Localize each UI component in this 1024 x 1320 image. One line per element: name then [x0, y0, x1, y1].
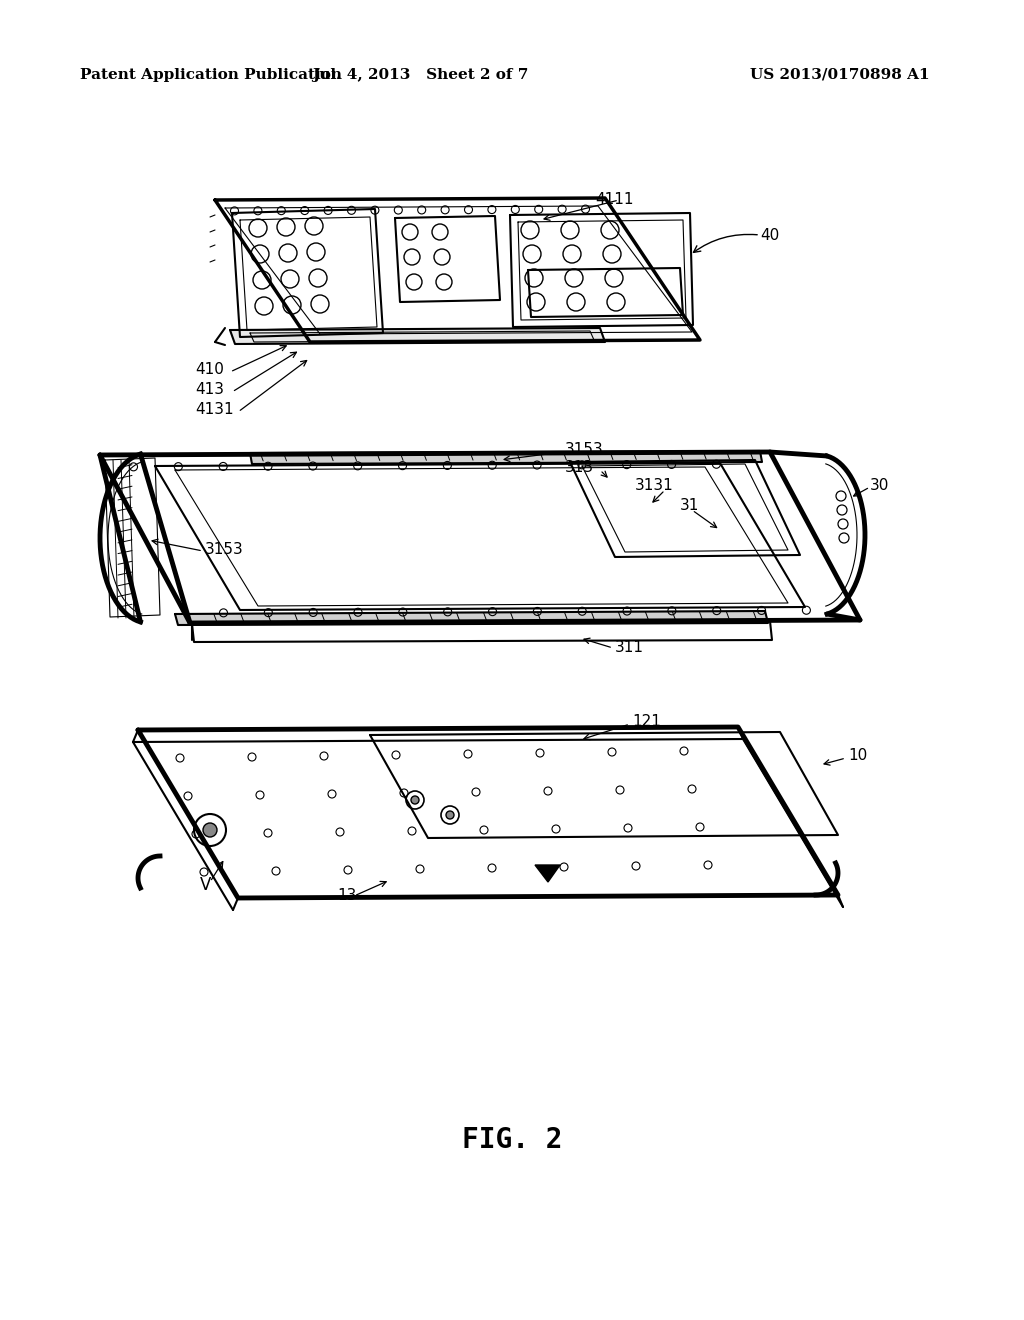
Text: V: V	[200, 876, 211, 894]
Text: Patent Application Publication: Patent Application Publication	[80, 69, 342, 82]
Text: 3153: 3153	[205, 543, 244, 557]
Circle shape	[203, 822, 217, 837]
Polygon shape	[175, 611, 768, 624]
Text: 30: 30	[870, 478, 890, 492]
Circle shape	[411, 796, 419, 804]
Polygon shape	[250, 451, 762, 465]
Text: 10: 10	[848, 747, 867, 763]
Circle shape	[446, 810, 454, 818]
Polygon shape	[230, 327, 605, 345]
Text: 121: 121	[632, 714, 660, 730]
Text: 410: 410	[195, 363, 224, 378]
Polygon shape	[215, 198, 700, 342]
Text: 31: 31	[680, 498, 699, 512]
Text: US 2013/0170898 A1: US 2013/0170898 A1	[751, 69, 930, 82]
Text: 311: 311	[615, 640, 644, 656]
Text: 4111: 4111	[595, 193, 634, 207]
Text: 3131: 3131	[635, 478, 674, 492]
Text: 40: 40	[760, 227, 779, 243]
Polygon shape	[535, 865, 560, 882]
Text: FIG. 2: FIG. 2	[462, 1126, 562, 1154]
Text: 13: 13	[337, 887, 356, 903]
Text: 3153: 3153	[565, 442, 604, 458]
Text: 4131: 4131	[195, 403, 233, 417]
Text: Jul. 4, 2013   Sheet 2 of 7: Jul. 4, 2013 Sheet 2 of 7	[312, 69, 528, 82]
Text: 313: 313	[565, 461, 594, 475]
Polygon shape	[138, 727, 838, 898]
Polygon shape	[100, 451, 860, 623]
Text: 413: 413	[195, 383, 224, 397]
